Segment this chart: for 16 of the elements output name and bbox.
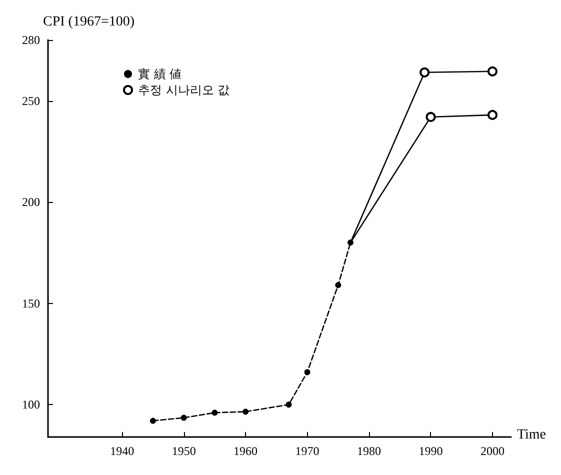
y-tick-label: 200 (22, 195, 40, 210)
y-tick-label: 100 (22, 398, 40, 412)
x-tick-label: 2000 (480, 444, 504, 458)
x-axis-title: Time (516, 428, 546, 442)
x-tick-label: 1970 (295, 444, 320, 458)
x-tick-label: 1940 (110, 444, 134, 458)
x-tick-label: 1990 (418, 444, 443, 458)
y-tick-label: 150 (22, 296, 40, 310)
y-tick-label: 280 (22, 33, 40, 47)
x-tick-label: 1980 (357, 444, 382, 458)
y-tick-label: 250 (22, 94, 40, 108)
legend-label: 추정 시나리오 값 (138, 83, 230, 97)
legend-label: 實 績 値 (138, 67, 182, 81)
y-axis-title: CPI (1967=100) (43, 14, 135, 30)
x-tick-label: 1950 (172, 444, 196, 458)
x-tick-label: 1960 (234, 444, 258, 458)
